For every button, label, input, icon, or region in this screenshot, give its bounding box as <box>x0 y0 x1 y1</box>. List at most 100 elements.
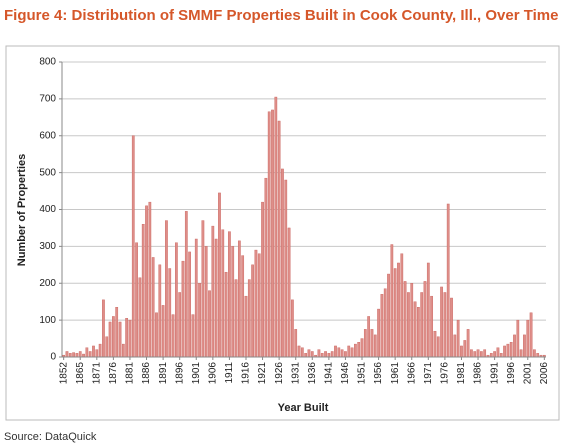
x-tick-label: 1931 <box>290 362 301 385</box>
bar <box>168 268 172 358</box>
bar <box>201 220 205 358</box>
bar <box>423 281 427 358</box>
x-tick-label: 1951 <box>357 362 368 385</box>
bar <box>284 179 288 358</box>
bar <box>191 314 195 358</box>
bar <box>65 351 69 358</box>
bar <box>533 349 536 358</box>
bar <box>108 321 112 358</box>
x-tick-label: 1961 <box>390 362 401 385</box>
bar <box>426 262 430 358</box>
bar <box>118 321 122 358</box>
bar <box>198 283 201 358</box>
bar <box>483 349 487 358</box>
bar <box>291 299 294 358</box>
bar <box>141 224 145 358</box>
x-tick-label: 1921 <box>257 362 268 385</box>
bar <box>128 319 132 358</box>
bar <box>433 330 437 358</box>
bar <box>493 351 496 358</box>
bar <box>287 227 291 358</box>
bar <box>158 264 162 358</box>
bar <box>135 242 138 358</box>
bar <box>420 292 424 358</box>
bar <box>393 268 397 358</box>
x-tick-label: 1971 <box>423 362 434 385</box>
x-tick-label: 1976 <box>440 362 451 385</box>
y-tick-label: 500 <box>39 167 56 178</box>
bar <box>204 246 208 358</box>
bar <box>214 238 218 358</box>
y-tick-label: 600 <box>39 130 56 141</box>
bar <box>92 345 95 358</box>
bar <box>337 347 341 358</box>
bar <box>131 135 135 358</box>
bar <box>443 292 447 358</box>
x-tick-label: 1896 <box>174 362 185 385</box>
bar <box>373 334 377 358</box>
bar <box>476 349 480 358</box>
x-tick-label: 1941 <box>324 362 335 385</box>
bar <box>367 316 371 358</box>
bar <box>300 347 304 358</box>
bar <box>188 251 191 358</box>
bar <box>138 277 142 358</box>
bar <box>281 168 284 358</box>
bar <box>264 177 268 358</box>
bar <box>145 205 148 358</box>
x-tick-label: 1876 <box>108 362 119 385</box>
bar <box>360 338 364 358</box>
bar <box>88 351 92 358</box>
bar <box>267 111 271 358</box>
bar <box>453 334 457 358</box>
source: Source: DataQuick <box>4 431 97 443</box>
bar <box>261 201 264 358</box>
bar <box>310 351 314 358</box>
bar <box>320 353 324 358</box>
bar <box>516 319 520 358</box>
x-tick-label: 1886 <box>141 362 152 385</box>
bar <box>340 349 344 358</box>
bar <box>211 225 215 358</box>
bar <box>98 343 102 358</box>
bar <box>234 279 238 358</box>
x-tick-label: 1871 <box>91 362 102 385</box>
bar <box>463 340 467 358</box>
bar <box>413 301 417 358</box>
bar <box>503 345 506 358</box>
x-tick-label: 1865 <box>75 362 86 385</box>
x-tick-label: 1981 <box>456 362 467 385</box>
x-tick-label: 1996 <box>506 362 517 385</box>
bar <box>151 257 155 358</box>
bar <box>357 342 361 358</box>
bar <box>330 351 334 358</box>
bar <box>181 260 185 358</box>
bar <box>228 231 231 358</box>
x-tick-label: 1906 <box>207 362 218 385</box>
bar <box>165 220 168 358</box>
x-tick-label: 1881 <box>125 362 136 385</box>
bar <box>72 352 75 358</box>
x-tick-label: 1911 <box>224 362 235 384</box>
bar <box>155 312 158 358</box>
bar <box>506 343 510 358</box>
bar <box>224 271 228 358</box>
bar <box>403 281 407 358</box>
y-tick-label: 200 <box>39 278 56 289</box>
bar <box>304 353 308 358</box>
bar <box>383 288 387 358</box>
bar <box>221 229 225 358</box>
bar <box>350 347 354 358</box>
bar <box>377 308 380 358</box>
bar <box>171 314 175 358</box>
bar <box>526 319 530 358</box>
y-tick-label: 800 <box>39 57 56 68</box>
bar <box>347 345 351 358</box>
x-tick-label: 1986 <box>473 362 484 385</box>
bar <box>317 349 321 358</box>
y-tick-label: 300 <box>39 241 56 252</box>
bar <box>251 264 254 358</box>
bar <box>161 305 165 358</box>
bar <box>354 343 357 358</box>
bar <box>148 201 152 358</box>
